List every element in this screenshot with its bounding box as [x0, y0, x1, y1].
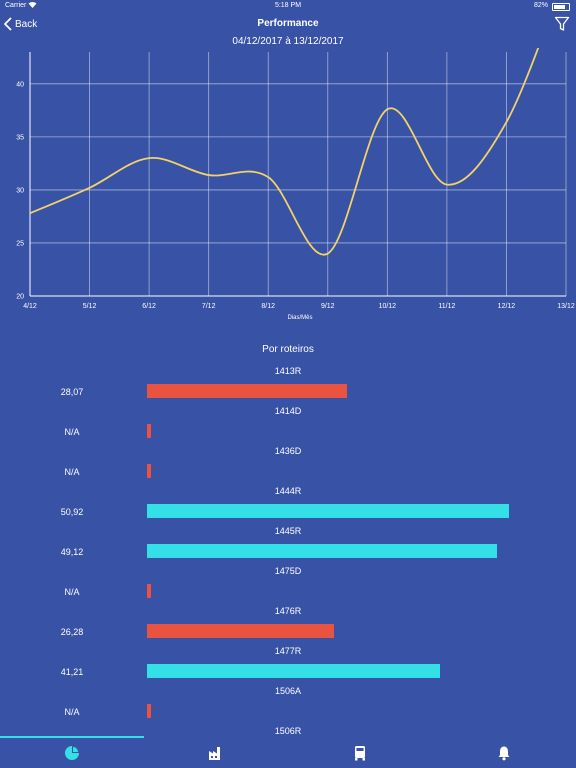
x-axis-label: Dias/Mês: [287, 315, 312, 321]
x-tick-label: 7/12: [202, 303, 216, 310]
tab-trucks[interactable]: [288, 738, 432, 768]
route-name: 1506R: [274, 726, 302, 736]
route-name: 1436D: [274, 446, 302, 456]
route-item: 1506A N/A: [0, 678, 576, 718]
date-range: 04/12/2017 à 13/12/2017: [232, 36, 344, 47]
back-label: Back: [15, 18, 38, 30]
battery-icon: [552, 3, 570, 11]
route-bar: [147, 424, 151, 438]
x-tick-label: 6/12: [142, 303, 156, 310]
x-tick-label: 11/12: [438, 303, 455, 310]
bell-icon: [498, 746, 510, 761]
battery-percentage: 82%: [533, 2, 548, 9]
x-tick-label: 10/12: [379, 303, 397, 310]
route-value: 28,07: [60, 387, 84, 397]
active-tab-indicator: [0, 736, 144, 738]
tab-notifications[interactable]: [432, 738, 576, 768]
x-tick-label: 9/12: [321, 303, 335, 310]
route-bar: [147, 624, 334, 638]
truck-icon: [355, 746, 365, 761]
route-bar: [147, 464, 151, 478]
page-title: Performance: [257, 18, 319, 29]
route-bar: [147, 704, 151, 718]
carrier-label: Carrier: [5, 2, 27, 9]
series-line: [30, 48, 540, 256]
route-name: 1445R: [274, 526, 302, 536]
route-bar: [147, 584, 151, 598]
wifi-icon: [28, 1, 37, 8]
pie-chart-icon: [65, 746, 79, 760]
route-name: 1506A: [274, 686, 302, 696]
x-tick-label: 8/12: [261, 303, 275, 310]
performance-chart: 4/12 5/12 6/12 7/12 8/12 9/12 10/12 11/12 12/12 1…: [16, 48, 575, 321]
route-item: 1444R 50,92: [0, 478, 576, 518]
route-item: 1477R 41,21: [0, 638, 576, 678]
route-name: 1476R: [274, 606, 302, 616]
route-bar: [147, 664, 440, 678]
y-tick-label: 35: [16, 134, 24, 141]
route-name: 1475D: [274, 566, 302, 576]
y-tick-label: 25: [16, 240, 24, 247]
route-value: N/A: [64, 707, 80, 717]
status-bar: Carrier 5:18 PM 82%: [0, 0, 576, 12]
route-value: N/A: [64, 427, 80, 437]
x-tick-label: 5/12: [83, 303, 97, 310]
y-tick-label: 40: [16, 81, 24, 88]
clock: 5:18 PM: [274, 2, 302, 9]
tab-bar: [0, 736, 576, 768]
route-value: 49,12: [60, 547, 84, 557]
routes-section-title: Por roteiros: [262, 344, 314, 355]
route-item: 1414D N/A: [0, 398, 576, 438]
tab-performance[interactable]: [0, 738, 144, 768]
route-bar: [147, 544, 497, 558]
route-value: 50,92: [60, 507, 84, 517]
route-item: 1506R: [0, 718, 576, 758]
route-value: N/A: [64, 467, 80, 477]
route-item: 1436D N/A: [0, 438, 576, 478]
route-bar: [147, 384, 347, 398]
route-value: 26,28: [60, 627, 84, 637]
y-tick-label: 30: [16, 187, 24, 194]
route-item: 1476R 26,28: [0, 598, 576, 638]
route-name: 1477R: [274, 646, 302, 656]
route-value: N/A: [64, 587, 80, 597]
x-tick-label: 12/12: [498, 303, 516, 310]
back-button[interactable]: Back: [4, 15, 37, 33]
route-name: 1414D: [274, 406, 302, 416]
route-item: 1413R 28,07: [0, 358, 576, 398]
y-tick-label: 20: [16, 294, 24, 301]
route-item: 1445R 49,12: [0, 518, 576, 558]
route-bar: [147, 504, 509, 518]
route-name: 1413R: [274, 366, 302, 376]
filter-icon[interactable]: [554, 16, 570, 32]
chevron-left-icon: [4, 17, 12, 31]
x-tick-label: 4/12: [23, 303, 37, 310]
tab-factory[interactable]: [144, 738, 288, 768]
route-value: 41,21: [60, 667, 84, 677]
x-tick-label: 13/12: [557, 303, 575, 310]
route-name: 1444R: [274, 486, 302, 496]
factory-icon: [209, 747, 220, 760]
navigation-bar: Back Performance: [0, 12, 576, 36]
route-item: 1475D N/A: [0, 558, 576, 598]
